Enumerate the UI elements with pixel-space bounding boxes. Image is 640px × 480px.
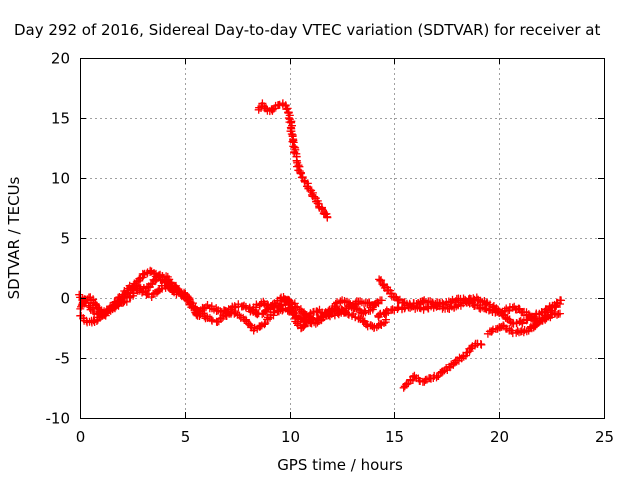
series-arc-h	[374, 293, 564, 328]
data-point	[555, 309, 564, 318]
data-point	[309, 316, 318, 324]
y-tick-label: 20	[51, 50, 70, 68]
data-point	[384, 285, 393, 294]
data-point	[240, 301, 249, 310]
data-point	[469, 294, 478, 303]
data-point	[377, 296, 386, 305]
data-point	[324, 307, 333, 316]
y-tick-label: 15	[51, 110, 70, 128]
data-point	[286, 306, 295, 315]
data-point	[89, 307, 97, 316]
data-point	[354, 313, 363, 322]
ticks: 0 5 10 15 20 25 -10 -5 0 5 10 15 20	[46, 50, 615, 447]
data-point	[189, 303, 197, 312]
y-tick-label: 5	[60, 230, 70, 248]
data-point	[481, 304, 490, 313]
y-tick-label: 10	[51, 170, 70, 188]
data-point	[299, 322, 308, 331]
data-point	[432, 373, 441, 382]
data-point	[310, 192, 319, 201]
data-layer	[75, 99, 566, 392]
data-point	[323, 213, 332, 222]
data-point	[419, 303, 428, 312]
data-point	[160, 273, 169, 282]
data-point	[296, 169, 305, 178]
data-point	[504, 306, 512, 315]
data-point	[96, 312, 105, 321]
x-tick-label: 5	[181, 428, 191, 446]
data-point	[289, 142, 298, 151]
grid	[80, 58, 604, 418]
x-tick-label: 20	[490, 428, 509, 446]
series-arc-i	[483, 296, 566, 338]
x-tick-label: 25	[595, 428, 614, 446]
data-point	[246, 304, 254, 313]
data-point	[542, 311, 551, 320]
y-tick-label: 0	[60, 290, 70, 308]
data-point	[352, 304, 361, 313]
x-tick-label: 10	[281, 428, 300, 446]
data-point	[380, 319, 388, 327]
data-point	[557, 296, 566, 305]
data-point	[123, 286, 132, 295]
data-point	[256, 322, 265, 331]
data-point	[547, 308, 556, 317]
data-point	[314, 314, 323, 323]
series-arc-f	[246, 295, 386, 324]
data-point	[119, 298, 128, 307]
data-point	[262, 306, 271, 314]
data-point	[149, 289, 158, 298]
data-point	[335, 306, 344, 315]
y-axis-label: SDTVAR / TECUs	[5, 176, 23, 299]
data-point	[172, 290, 181, 299]
data-point	[477, 340, 486, 349]
x-axis-label: GPS time / hours	[277, 456, 403, 474]
series-arc-c	[76, 281, 181, 316]
data-point	[377, 276, 386, 285]
data-point	[288, 137, 297, 146]
data-point	[246, 321, 255, 330]
y-tick-label: -5	[55, 350, 70, 368]
x-tick-label: 15	[385, 428, 404, 446]
data-point	[292, 312, 301, 321]
chart-title: Day 292 of 2016, Sidereal Day-to-day VTE…	[14, 21, 600, 39]
data-point	[208, 316, 217, 325]
series-high-arc	[254, 99, 332, 222]
series-low-arc	[399, 339, 486, 392]
data-point	[138, 288, 146, 297]
x-tick-label: 0	[76, 428, 86, 446]
data-point	[439, 303, 448, 312]
data-point	[331, 299, 340, 308]
y-tick-label: -10	[46, 410, 71, 428]
data-point	[375, 275, 384, 284]
data-point	[260, 320, 269, 329]
